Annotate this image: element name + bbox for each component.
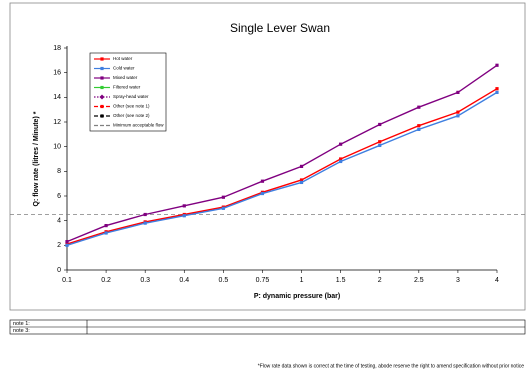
legend-label: Mixed water <box>113 75 138 80</box>
legend-label: Filtered water <box>113 85 141 90</box>
y-tick-label: 6 <box>57 193 61 200</box>
point <box>65 243 69 247</box>
point <box>104 224 108 228</box>
footnote: *Flow rate data shown is correct at the … <box>258 363 524 369</box>
point <box>339 159 343 164</box>
x-tick-label: 0.5 <box>218 277 228 284</box>
y-tick-label: 12 <box>53 119 61 126</box>
x-tick-label: 1.5 <box>336 277 346 284</box>
y-tick-label: 10 <box>53 144 61 151</box>
legend-marker <box>99 94 105 100</box>
point <box>104 231 108 235</box>
legend-label: Spray-head water <box>113 94 149 99</box>
chart-frame <box>9 2 526 311</box>
legend-label: Other (see note 1) <box>113 104 150 109</box>
legend-label: Hot water <box>113 56 133 61</box>
point <box>456 110 460 114</box>
point <box>495 90 499 94</box>
point <box>182 204 186 208</box>
point <box>299 164 304 168</box>
point <box>65 240 69 244</box>
legend-marker <box>100 114 104 118</box>
point <box>221 195 225 199</box>
legend-marker <box>100 104 104 109</box>
point <box>417 127 421 131</box>
series-line <box>66 64 498 243</box>
point <box>339 157 343 161</box>
y-tick-label: 2 <box>57 242 61 249</box>
point <box>299 178 304 182</box>
x-tick-label: 1 <box>300 277 304 284</box>
x-tick-label: 0.75 <box>256 277 270 284</box>
series-line <box>66 88 498 245</box>
y-tick-label: 18 <box>53 45 61 52</box>
legend <box>89 52 167 132</box>
point <box>378 122 382 127</box>
legend-marker <box>100 66 104 71</box>
legend-label: Other (see note 2) <box>113 113 150 118</box>
x-axis-label: P: dynamic pressure (bar) <box>254 293 340 300</box>
y-tick-label: 8 <box>57 168 61 175</box>
y-tick-label: 16 <box>53 70 61 77</box>
point <box>378 143 382 148</box>
point <box>495 87 499 91</box>
y-tick-label: 4 <box>57 218 61 225</box>
point <box>456 114 460 118</box>
note-label: note 3: <box>13 328 30 334</box>
legend-label: Minimum acceptable flow <box>113 123 164 128</box>
point <box>339 142 343 146</box>
x-tick-label: 2 <box>378 277 382 284</box>
y-tick-label: 0 <box>57 267 61 274</box>
x-tick-label: 0.4 <box>179 277 189 284</box>
legend-label: Cold water <box>113 66 135 71</box>
x-tick-label: 0.3 <box>140 277 150 284</box>
y-tick-label: 14 <box>53 94 61 101</box>
point <box>260 191 265 196</box>
point <box>378 140 382 144</box>
x-tick-label: 0.1 <box>62 277 72 284</box>
point <box>221 206 225 210</box>
x-tick-label: 0.2 <box>101 277 111 284</box>
point <box>417 105 421 109</box>
legend-marker <box>100 76 104 80</box>
point <box>456 90 460 94</box>
chart-title: Single Lever Swan <box>230 21 330 35</box>
x-tick-label: 4 <box>495 277 499 284</box>
point <box>143 212 147 217</box>
series-line <box>66 91 498 247</box>
legend-marker <box>100 85 104 90</box>
point <box>260 179 265 183</box>
y-axis-label: Q: flow rate (litres / Minute) * <box>33 111 40 206</box>
point <box>495 63 499 67</box>
note-label: note 1: <box>13 321 30 327</box>
point <box>143 221 147 225</box>
point <box>182 214 186 218</box>
x-tick-label: 2.5 <box>414 277 424 284</box>
point <box>417 124 421 128</box>
point <box>299 180 304 185</box>
x-tick-label: 3 <box>456 277 460 284</box>
legend-marker <box>100 57 104 61</box>
